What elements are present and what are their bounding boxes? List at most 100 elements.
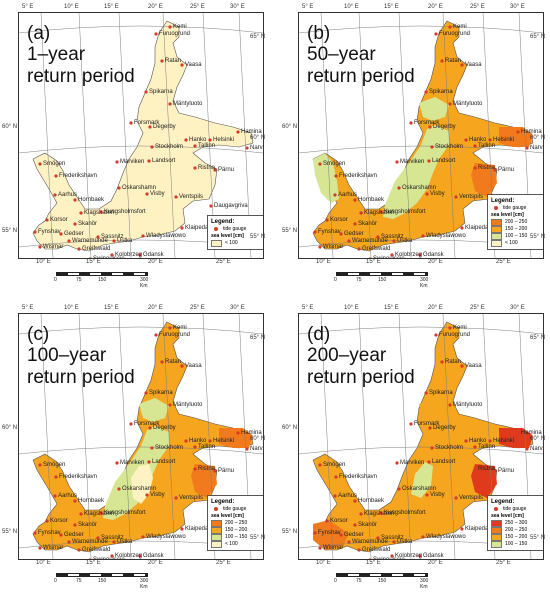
meridian-line xyxy=(78,314,92,559)
station-label: Warnemünde xyxy=(352,539,388,545)
map-frame: Kemi Furuogrund Ratan Vaasa Spikarna Mäntyluo… xyxy=(18,12,264,259)
station-label: Spikarna xyxy=(429,89,453,95)
station-label: Sassnitz xyxy=(381,535,404,541)
tide-gauge-marker xyxy=(464,138,468,142)
tide-gauge-marker xyxy=(99,210,103,214)
station-label: Hanko xyxy=(469,137,487,143)
station-label: Forsmark xyxy=(414,120,440,126)
tide-gauge-marker xyxy=(245,447,249,451)
longitude-label: 25° E xyxy=(470,305,485,311)
return-period-label: 100–year xyxy=(27,345,107,367)
legend-class-label: 150 – 200 xyxy=(505,533,528,540)
station-label: Degerby xyxy=(153,425,176,431)
zone-100-150 xyxy=(419,97,449,121)
legend-gauge-row: tide gauge xyxy=(211,506,263,513)
station-label: Greifswald xyxy=(82,246,111,252)
longitude-label: 25° E xyxy=(496,560,511,566)
station-label: Kolobrzeg xyxy=(395,553,423,559)
tide-gauge-marker xyxy=(38,162,42,166)
longitude-label: 30° E xyxy=(230,4,245,10)
meridian-line xyxy=(162,13,176,258)
tide-gauge-marker xyxy=(460,527,464,531)
station-label: Sassnitz xyxy=(381,234,404,240)
tide-gauge-marker xyxy=(73,222,77,226)
legend-class-label: 100 – 150 xyxy=(225,533,248,540)
scale-tick-label: 0 xyxy=(334,578,337,584)
tide-gauge-marker xyxy=(59,232,63,236)
station-label: Swinoujscie xyxy=(93,557,125,560)
tide-gauge-marker xyxy=(390,253,394,257)
station-label: Klagshamn xyxy=(84,511,115,517)
tide-gauge-marker xyxy=(213,168,217,172)
meridian-line xyxy=(118,13,132,258)
station-label: Spikarna xyxy=(429,390,453,396)
station-label: Hornbaek xyxy=(78,197,105,203)
tide-gauge-marker xyxy=(325,218,329,222)
tide-gauge-marker xyxy=(154,32,158,36)
station-label: Kungsholmsfort xyxy=(384,510,426,516)
latitude-label: 55° N xyxy=(250,234,266,240)
station-label: Mäntyluoto xyxy=(173,101,203,107)
station-label: Spikarna xyxy=(149,390,173,396)
tide-gauge-marker xyxy=(390,554,394,558)
station-label: Stockholm xyxy=(155,445,184,451)
meridian-line xyxy=(40,13,54,258)
zone-150-200 xyxy=(419,398,449,422)
station-label: Mäntyluoto xyxy=(173,402,203,408)
station-label: Ratan xyxy=(445,359,462,365)
legend-gauge-row: tide gauge xyxy=(211,226,263,233)
station-label: Stockholm xyxy=(155,144,184,150)
station-label: Klagshamn xyxy=(84,210,115,216)
meridian-line xyxy=(40,314,54,559)
station-label: Gdansk xyxy=(143,252,164,258)
tide-gauge-marker xyxy=(473,166,477,170)
tide-gauge-marker xyxy=(334,475,338,479)
station-label: Klaipeda xyxy=(465,526,489,532)
tide-gauge-marker xyxy=(359,211,363,215)
legend-swatch xyxy=(491,526,502,534)
tide-gauge-marker xyxy=(77,247,81,251)
station-label: Aarhus xyxy=(338,493,358,499)
latitude-label: 60° N xyxy=(2,124,18,130)
longitude-label: 20° E xyxy=(428,560,443,566)
tide-gauge-marker xyxy=(67,239,71,243)
tide-gauge-marker xyxy=(397,487,401,491)
tide-gauge-marker xyxy=(79,512,83,516)
station-label: Wladyslawowo xyxy=(426,534,466,540)
tide-gauge-marker xyxy=(138,253,142,257)
longitude-label: 30° E xyxy=(230,305,245,311)
tide-gauge-marker xyxy=(38,245,42,249)
tide-gauge-marker xyxy=(160,59,164,63)
tide-gauge-marker xyxy=(379,511,383,515)
station-label: Tallinn xyxy=(478,143,496,149)
station-label: Gedser xyxy=(344,532,364,538)
longitude-label: 15° E xyxy=(86,560,101,566)
panel-title: (a) 1–year return period xyxy=(27,23,135,87)
scale-tick-label: 150 xyxy=(98,277,107,283)
tide-gauge-marker xyxy=(67,540,71,544)
tide-gauge-marker xyxy=(45,519,49,523)
tide-gauge-marker xyxy=(313,230,317,234)
latitude-label: 60° N xyxy=(530,135,546,141)
station-label: Frederikshavn xyxy=(59,474,98,480)
station-label: Kemi xyxy=(453,24,467,30)
tide-gauge-marker xyxy=(193,166,197,170)
station-label: Wismar xyxy=(323,244,344,250)
station-label: Tallinn xyxy=(478,444,496,450)
scale-bar-graphic xyxy=(56,573,148,577)
station-label: Degerby xyxy=(433,124,456,130)
scale-tick-label: 300 Km xyxy=(140,578,149,590)
longitude-label: 20° E xyxy=(148,259,163,265)
map-panel: Kemi Furuogrund Ratan Vaasa Spikarna Mäntyluo… xyxy=(282,305,550,595)
station-label: Degerby xyxy=(433,425,456,431)
meridian-line xyxy=(442,314,456,559)
legend-class-row: 250 – 300 xyxy=(491,519,543,527)
station-label: Stockholm xyxy=(435,445,464,451)
parallel-line xyxy=(299,446,543,455)
scale-tick-label: 0 xyxy=(334,277,337,283)
longitude-label: 20° E xyxy=(148,4,163,10)
legend-class-row: < 100 xyxy=(211,239,263,247)
tide-gauge-marker xyxy=(421,535,425,539)
tide-gauge-marker xyxy=(427,460,431,464)
station-label: Ristna xyxy=(478,165,496,171)
